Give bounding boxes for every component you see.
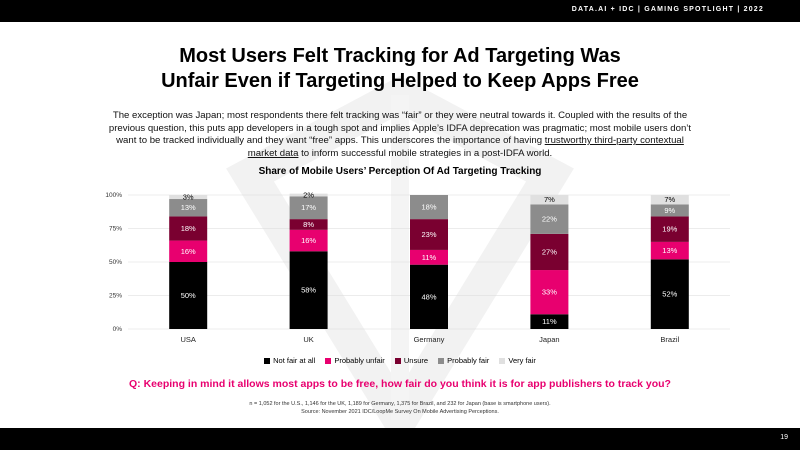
title-line-1: Most Users Felt Tracking for Ad Targetin…: [179, 45, 621, 67]
page-title: Most Users Felt Tracking for Ad Targetin…: [0, 44, 800, 94]
legend-label: Probably fair: [447, 356, 490, 365]
market-data-link[interactable]: trustworthy third-party contextual marke…: [247, 135, 684, 159]
bar-segment: [169, 199, 208, 217]
subtitle-text-before: The exception was Japan; most respondent…: [108, 110, 692, 146]
data-label: 22%: [542, 215, 557, 224]
bar-segment: [169, 262, 208, 329]
data-label: 27%: [542, 247, 557, 256]
legend-swatch: [499, 358, 506, 365]
bar-segment: [530, 204, 569, 234]
bar-segment: [169, 195, 208, 200]
bar-segment: [530, 233, 569, 271]
legend-label: Not fair at all: [273, 356, 316, 365]
data-label: 50%: [181, 291, 196, 300]
subtitle-paragraph: The exception was Japan; most respondent…: [105, 110, 695, 160]
legend-item-probably-fair: Probably fair: [438, 356, 489, 365]
data-label: 58%: [301, 286, 316, 295]
bar-segment: [650, 204, 689, 217]
title-line-2: Unfair Even if Targeting Helped to Keep …: [161, 70, 639, 92]
legend-label: Unsure: [403, 356, 429, 365]
bar-segment: [410, 264, 448, 329]
x-tick-label: UK: [303, 335, 313, 344]
bar-segment: [530, 270, 569, 315]
data-label: 19%: [662, 225, 677, 234]
x-tick-label: Japan: [539, 335, 559, 344]
legend-swatch: [394, 358, 401, 365]
survey-question: Q: Keeping in mind it allows most apps t…: [129, 378, 671, 390]
data-label: 18%: [421, 203, 436, 212]
data-label: 23%: [421, 230, 436, 239]
footnote-sample-sizes: n = 1,052 for the U.S., 1,146 for the UK…: [249, 401, 551, 407]
x-tick-label: Germany: [414, 335, 445, 344]
bar-segment: [289, 196, 328, 220]
data-label: 9%: [664, 206, 675, 215]
data-label: 2%: [303, 191, 314, 200]
data-label: 13%: [181, 203, 196, 212]
bottom-bar: 19: [0, 428, 800, 450]
legend-item-unsure: Unsure: [394, 356, 429, 365]
bar-segment: [410, 219, 448, 250]
legend-swatch: [438, 358, 445, 365]
footnote: n = 1,052 for the U.S., 1,146 for the UK…: [0, 400, 800, 416]
y-tick-label: 50%: [109, 259, 122, 266]
subtitle-text-after: to inform successful mobile strategies i…: [298, 147, 553, 159]
x-tick-label: USA: [180, 335, 195, 344]
legend-label: Probably unfair: [334, 356, 385, 365]
footnote-source: Source: November 2021 IDC/LoopMe Survey …: [301, 409, 499, 415]
legend-item-probably-unfair: Probably unfair: [325, 356, 385, 365]
legend-item-not-fair: Not fair at all: [264, 356, 315, 365]
chart-legend: Not fair at all Probably unfair Unsure P…: [0, 356, 800, 365]
data-label: 11%: [542, 317, 557, 326]
bar-segment: [289, 229, 328, 252]
bar-segment: [650, 195, 689, 205]
y-tick-label: 25%: [109, 293, 122, 300]
data-label: 7%: [664, 195, 675, 204]
data-label: 8%: [303, 220, 314, 229]
data-label: 3%: [183, 193, 194, 202]
bar-segment: [410, 249, 448, 265]
bar-segment: [289, 193, 328, 197]
bar-segment: [650, 241, 689, 260]
header-brand: DATA.AI + IDC | GAMING SPOTLIGHT | 2022: [571, 6, 764, 13]
chart-title: Share of Mobile Users’ Perception Of Ad …: [258, 166, 542, 177]
bar-segment: [410, 195, 448, 220]
y-tick-label: 0%: [113, 326, 123, 333]
bar-segment: [289, 219, 328, 230]
legend-swatch: [264, 358, 271, 365]
legend-swatch: [325, 358, 332, 365]
page-number: 19: [780, 434, 788, 441]
top-bar: DATA.AI + IDC | GAMING SPOTLIGHT | 2022: [0, 0, 800, 22]
data-label: 17%: [301, 203, 316, 212]
data-label: 18%: [181, 224, 196, 233]
data-label: 16%: [181, 247, 196, 256]
data-label: 33%: [542, 288, 557, 297]
bar-segment: [650, 259, 689, 329]
y-tick-label: 75%: [109, 226, 122, 233]
data-label: 11%: [422, 253, 437, 262]
bar-segment: [169, 240, 208, 262]
data-label: 13%: [662, 246, 677, 255]
bar-segment: [289, 251, 328, 329]
legend-label: Very fair: [508, 356, 536, 365]
bar-segment: [530, 195, 569, 205]
bar-segment: [169, 216, 208, 241]
data-label: 16%: [301, 236, 316, 245]
bar-segment: [530, 314, 569, 329]
x-tick-label: Brazil: [660, 335, 679, 344]
data-label: 7%: [544, 195, 555, 204]
y-tick-label: 100%: [105, 192, 122, 199]
bar-segment: [650, 216, 689, 242]
data-label: 52%: [662, 290, 677, 299]
legend-item-very-fair: Very fair: [499, 356, 536, 365]
data-label: 48%: [421, 292, 436, 301]
